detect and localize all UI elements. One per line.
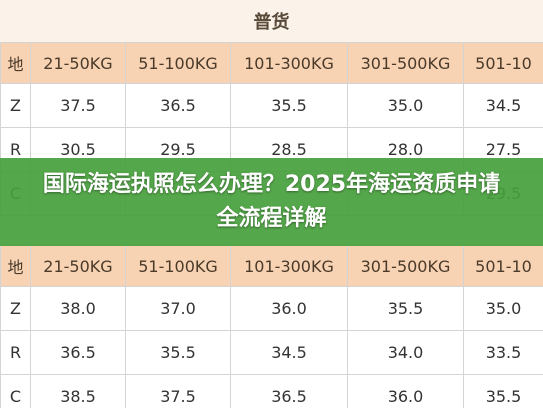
- header-cell: 51-100KG: [125, 42, 231, 84]
- table-cell: 35.5: [347, 286, 464, 331]
- header-cell: 101-300KG: [230, 42, 348, 84]
- table-cell: 38.0: [30, 286, 126, 331]
- table-cell: 37.0: [125, 286, 231, 331]
- table-cell: 34.0: [347, 330, 464, 375]
- header-cell: 51-100KG: [125, 245, 231, 287]
- table-cell: 36.5: [230, 374, 348, 408]
- table-cell: 35.0: [463, 286, 543, 331]
- table-cell: R: [0, 330, 31, 375]
- header-cell: 地: [0, 42, 31, 84]
- table-cell: 34.5: [463, 83, 543, 128]
- table-cell: Z: [0, 286, 31, 331]
- table-cell: 35.0: [347, 83, 464, 128]
- header-cell: 501-10: [463, 245, 543, 287]
- header-cell: 501-10: [463, 42, 543, 84]
- header-cell: 301-500KG: [347, 245, 464, 287]
- header-cell: 301-500KG: [347, 42, 464, 84]
- table-cell: 35.5: [125, 330, 231, 375]
- header-cell: 21-50KG: [30, 42, 126, 84]
- table-cell: 36.0: [230, 286, 348, 331]
- table-cell: 35.5: [463, 374, 543, 408]
- banner: 国际海运执照怎么办理？2025年海运资质申请全流程详解: [0, 158, 543, 246]
- header-cell: 21-50KG: [30, 245, 126, 287]
- header-cell: 地: [0, 245, 31, 287]
- table-cell: 38.5: [30, 374, 126, 408]
- table-cell: Z: [0, 83, 31, 128]
- table-cell: 34.5: [230, 330, 348, 375]
- table-cell: 35.5: [230, 83, 348, 128]
- table-cell: 37.5: [30, 83, 126, 128]
- table-cell: 33.5: [463, 330, 543, 375]
- table-title: 普货: [0, 0, 543, 43]
- table-cell: 36.0: [347, 374, 464, 408]
- table-cell: 37.5: [125, 374, 231, 408]
- table-cell: 36.5: [125, 83, 231, 128]
- table-cell: 36.5: [30, 330, 126, 375]
- header-cell: 101-300KG: [230, 245, 348, 287]
- table-cell: C: [0, 374, 31, 408]
